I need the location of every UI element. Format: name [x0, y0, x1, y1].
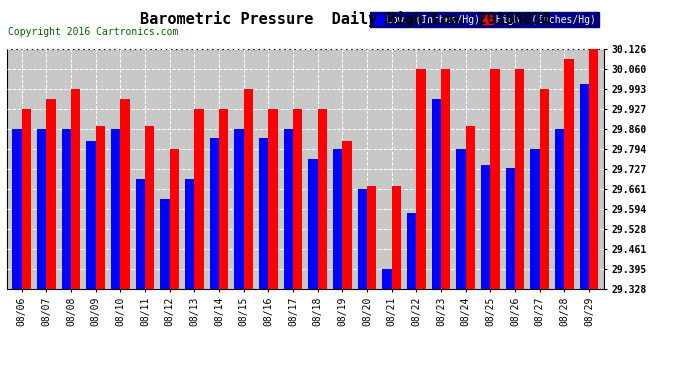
- Bar: [357, 189, 367, 289]
- Bar: [540, 89, 549, 289]
- Bar: [515, 69, 524, 289]
- Bar: [392, 186, 401, 289]
- Bar: [120, 99, 130, 289]
- Bar: [317, 109, 327, 289]
- Bar: [235, 129, 244, 289]
- Bar: [432, 99, 441, 289]
- Bar: [466, 126, 475, 289]
- Text: Copyright 2016 Cartronics.com: Copyright 2016 Cartronics.com: [8, 27, 179, 37]
- Bar: [259, 138, 268, 289]
- Bar: [481, 165, 491, 289]
- Bar: [170, 148, 179, 289]
- Bar: [111, 129, 120, 289]
- Bar: [195, 109, 204, 289]
- Bar: [382, 268, 392, 289]
- Bar: [12, 129, 21, 289]
- Bar: [342, 141, 352, 289]
- Bar: [530, 148, 540, 289]
- Bar: [293, 109, 302, 289]
- Legend: Low  (Inches/Hg), High  (Inches/Hg): Low (Inches/Hg), High (Inches/Hg): [370, 12, 599, 27]
- Bar: [71, 89, 81, 289]
- Text: Barometric Pressure  Daily High/Low  20160830: Barometric Pressure Daily High/Low 20160…: [139, 11, 551, 27]
- Bar: [580, 84, 589, 289]
- Bar: [308, 159, 317, 289]
- Bar: [416, 69, 426, 289]
- Bar: [564, 58, 573, 289]
- Bar: [589, 49, 598, 289]
- Bar: [185, 178, 195, 289]
- Bar: [268, 109, 277, 289]
- Bar: [219, 109, 228, 289]
- Bar: [210, 138, 219, 289]
- Bar: [441, 69, 451, 289]
- Bar: [244, 89, 253, 289]
- Bar: [555, 129, 564, 289]
- Bar: [491, 69, 500, 289]
- Bar: [145, 126, 155, 289]
- Bar: [407, 213, 416, 289]
- Bar: [367, 186, 376, 289]
- Bar: [506, 168, 515, 289]
- Bar: [86, 141, 96, 289]
- Bar: [61, 129, 71, 289]
- Bar: [21, 109, 31, 289]
- Bar: [96, 126, 105, 289]
- Bar: [136, 178, 145, 289]
- Bar: [284, 129, 293, 289]
- Bar: [37, 129, 46, 289]
- Bar: [333, 148, 342, 289]
- Bar: [456, 148, 466, 289]
- Bar: [160, 198, 170, 289]
- Bar: [46, 99, 56, 289]
